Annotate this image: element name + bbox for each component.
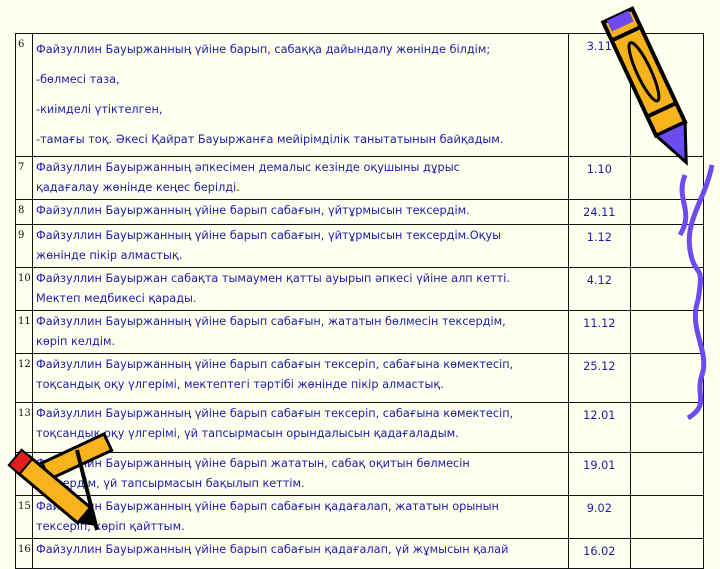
notes-cell	[629, 353, 705, 403]
notes-cell	[629, 199, 705, 225]
record-line: Файзуллин Бауыржанның үйіне барып жататы…	[36, 457, 470, 470]
record-text: Файзуллин Бауыржанның үйіне барып сабағы…	[32, 402, 569, 453]
record-date: 19.01	[567, 452, 631, 496]
record-line: Файзуллин Бауыржанның үйіне барып сабағы…	[36, 358, 514, 371]
table-row: 12 Файзуллин Бауыржанның үйіне барып саба…	[14, 353, 705, 403]
table-row: 16 Файзуллин Бауыржанның үйіне барып саба…	[14, 538, 705, 569]
table-row: 14 Файзуллин Бауыржанның үйіне барып жата…	[14, 452, 705, 496]
row-number: 11	[14, 310, 34, 354]
row-number: 14	[14, 452, 34, 496]
notes-cell	[629, 156, 705, 200]
row-number: 15	[14, 495, 34, 539]
record-date: 3.11	[567, 33, 631, 157]
notes-cell	[629, 267, 705, 311]
record-text: Файзуллин Бауыржанның үйіне барып сабағы…	[32, 224, 569, 268]
record-text: Файзуллин Бауыржанның үйіне барып, сабақ…	[32, 33, 569, 157]
row-number: 10	[14, 267, 34, 311]
table-row: 10 Файзуллин Бауыржан сабақта тымаумен қа…	[14, 267, 705, 311]
notes-cell	[629, 224, 705, 268]
row-number: 12	[14, 353, 34, 403]
record-text: Файзуллин Бауыржанның үйіне барып жататы…	[32, 452, 569, 496]
table-row: 8 Файзуллин Бауыржанның үйіне барып сабағ…	[14, 199, 705, 225]
notes-cell	[629, 495, 705, 539]
row-number: 16	[14, 538, 34, 569]
notes-cell	[629, 538, 705, 569]
record-line: Файзуллин Бауыржанның үйіне барып сабағы…	[36, 407, 514, 420]
record-line: тоқсандық оқу үлгерімі, мектептегі тәрті…	[36, 378, 444, 391]
record-line: -тамағы тоқ. Әкесі Қайрат Бауыржанға мей…	[36, 133, 504, 146]
record-line: Файзуллин Бауыржанның әпкесімен демалыс …	[36, 161, 460, 174]
record-line: Файзуллин Бауыржанның үйіне барып сабағы…	[36, 204, 470, 217]
record-line: Файзуллин Бауыржан сабақта тымаумен қатт…	[36, 272, 510, 285]
record-date: 25.12	[567, 353, 631, 403]
record-line: тексеріп, көріп қайттым.	[36, 520, 185, 533]
notes-cell	[629, 33, 705, 157]
record-table: 6 Файзуллин Бауыржанның үйіне барып, саба…	[14, 33, 705, 569]
record-line: Файзуллин Бауыржанның үйіне барып, сабақ…	[36, 43, 491, 56]
notes-cell	[629, 310, 705, 354]
record-line: Файзуллин Бауыржанның үйіне барып сабағы…	[36, 315, 506, 328]
table-row: 11 Файзуллин Бауыржанның үйіне барып саба…	[14, 310, 705, 354]
table-row: 13 Файзуллин Бауыржанның үйіне барып саба…	[14, 402, 705, 453]
record-text: Файзуллин Бауыржанның үйіне барып сабағы…	[32, 495, 569, 539]
record-line: Файзуллин Бауыржанның үйіне барып сабағы…	[36, 229, 502, 242]
record-line: -киімделі үтіктелген,	[36, 103, 163, 116]
record-date: 4.12	[567, 267, 631, 311]
record-date: 16.02	[567, 538, 631, 569]
table-row: 7 Файзуллин Бауыржанның әпкесімен демалыс…	[14, 156, 705, 200]
record-line: тоқсандық оқу үлгерімі, үй тапсырмасын о…	[36, 427, 459, 440]
record-text: Файзуллин Бауыржанның үйіне барып сабағы…	[32, 310, 569, 354]
row-number: 13	[14, 402, 34, 453]
record-date: 24.11	[567, 199, 631, 225]
record-line: Мектеп медбикесі қарады.	[36, 292, 197, 305]
record-line: Файзуллин Бауыржанның үйіне барып сабағы…	[36, 543, 509, 556]
table-row: 6 Файзуллин Бауыржанның үйіне барып, саба…	[14, 33, 705, 157]
record-line: Файзуллин Бауыржанның үйіне барып сабағы…	[36, 500, 499, 513]
record-line: жөнінде пікір алмастық.	[36, 249, 183, 262]
record-date: 9.02	[567, 495, 631, 539]
row-number: 9	[14, 224, 34, 268]
record-date: 1.10	[567, 156, 631, 200]
record-date: 12.01	[567, 402, 631, 453]
table-row: 9 Файзуллин Бауыржанның үйіне барып сабағ…	[14, 224, 705, 268]
row-number: 8	[14, 199, 34, 225]
record-text: Файзуллин Бауыржанның үйіне барып сабағы…	[32, 199, 569, 225]
record-line: -бөлмесі таза,	[36, 73, 120, 86]
row-number: 7	[14, 156, 34, 200]
record-line: тексердім, үй тапсырмасын бақылып кеттім…	[36, 477, 305, 490]
record-text: Файзуллин Бауыржанның әпкесімен демалыс …	[32, 156, 569, 200]
record-text: Файзуллин Бауыржан сабақта тымаумен қатт…	[32, 267, 569, 311]
record-line: көріп келдім.	[36, 335, 116, 348]
table-row: 15 Файзуллин Бауыржанның үйіне барып саба…	[14, 495, 705, 539]
record-text: Файзуллин Бауыржанның үйіне барып сабағы…	[32, 353, 569, 403]
notes-cell	[629, 452, 705, 496]
row-number: 6	[14, 33, 34, 157]
record-date: 11.12	[567, 310, 631, 354]
notes-cell	[629, 402, 705, 453]
record-text: Файзуллин Бауыржанның үйіне барып сабағы…	[32, 538, 569, 569]
record-date: 1.12	[567, 224, 631, 268]
record-line: қадағалау жөнінде кеңес берілді.	[36, 181, 240, 194]
